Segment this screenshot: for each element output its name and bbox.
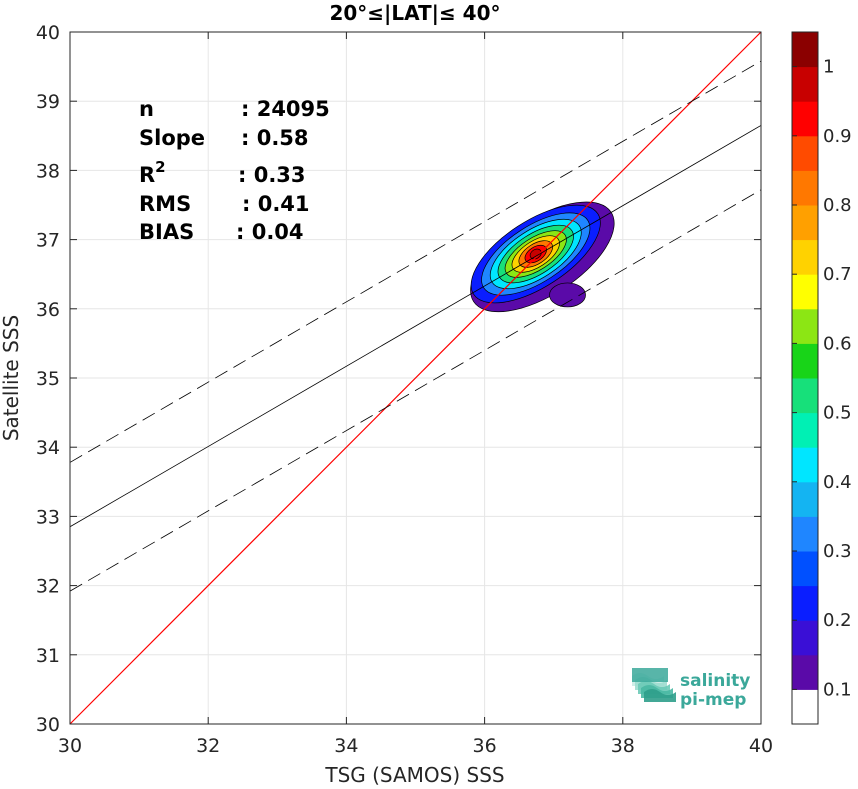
density-contour-level: [529, 248, 542, 260]
stat-value: : 0.04: [236, 220, 304, 244]
density-contour-tail: [549, 282, 586, 308]
fit-line: [69, 125, 762, 528]
y-tick-label: 40: [36, 22, 60, 44]
colorbar-segment: [792, 101, 818, 137]
x-tick-label: 40: [749, 735, 773, 757]
fit-band-upper: [69, 60, 762, 463]
colorbar-tick-label: 0.3: [823, 541, 852, 562]
y-tick-label: 35: [36, 368, 60, 390]
fit-band-lower: [69, 189, 762, 592]
identity-line: [69, 31, 762, 725]
stat-label: Slope: [139, 126, 205, 150]
y-tick-label: 34: [36, 437, 60, 459]
stat-label-superscript: 2: [155, 158, 165, 176]
x-tick-label: 38: [611, 735, 635, 757]
colorbar-tick-label: 0.1: [823, 679, 852, 700]
colorbar-segment: [792, 516, 818, 552]
colorbar: 0.1 0.2 0.3 0.4 0.5 0.6 0.7 0.8 0.9 1: [791, 31, 852, 725]
colorbar-tick-label: 0.4: [823, 472, 852, 493]
colorbar-segment: [792, 551, 818, 587]
logo-line-1: salinity: [680, 671, 750, 691]
y-tick-label: 38: [36, 160, 60, 182]
colorbar-segment: [792, 32, 818, 68]
y-tick-label: 32: [36, 576, 60, 598]
colorbar-segment: [792, 66, 818, 102]
y-tick-label: 36: [36, 299, 60, 321]
axes: [69, 31, 762, 725]
colorbar-segment: [792, 170, 818, 206]
stat-label: BIAS: [139, 220, 194, 244]
y-tick-label: 33: [36, 506, 60, 528]
logo-wave-icon: [644, 689, 676, 702]
y-tick-label: 37: [36, 230, 60, 252]
stat-label: RMS: [139, 192, 191, 216]
colorbar-segment: [792, 447, 818, 483]
colorbar-border: [791, 31, 819, 725]
x-tick-label: 32: [196, 735, 220, 757]
colorbar-segment: [792, 343, 818, 379]
colorbar-segment: [792, 689, 818, 725]
stat-value: : 24095: [241, 97, 330, 121]
y-axis-label: Satellite SSS: [0, 315, 23, 441]
colorbar-tick-label: 1: [823, 57, 834, 78]
colorbar-tick-label: 0.6: [823, 333, 852, 354]
colorbar-tick-label: 0.8: [823, 195, 852, 216]
logo-block-icon: [632, 668, 668, 682]
colorbar-segment: [792, 274, 818, 310]
colorbar-segment: [792, 135, 818, 171]
colorbar-segment: [792, 412, 818, 448]
colorbar-segment: [792, 585, 818, 621]
stat-value: : 0.58: [241, 126, 309, 150]
colorbar-segment: [792, 205, 818, 241]
stat-value: : 0.41: [242, 192, 310, 216]
grid-lines: [69, 31, 762, 725]
colorbar-segment: [792, 654, 818, 690]
x-tick-label: 30: [58, 735, 82, 757]
colorbar-segment: [792, 620, 818, 656]
tick-labels: 30 32 34 36 38 40 30 31 32 33 34 35 36 37 38 39 40: [36, 22, 773, 757]
colorbar-segment: [792, 308, 818, 344]
stat-value: : 0.33: [238, 163, 306, 187]
colorbar-segment: [792, 239, 818, 275]
x-axis-label: TSG (SAMOS) SSS: [324, 763, 504, 787]
x-tick-label: 34: [334, 735, 358, 757]
chart-title: 20°≤|LAT|≤ 40°: [329, 1, 500, 25]
colorbar-tick-label: 0.7: [823, 264, 852, 285]
colorbar-tick-label: 0.5: [823, 403, 852, 424]
stat-label: n: [139, 97, 154, 121]
regression-lines: [69, 31, 762, 725]
logo-line-2: pi-mep: [680, 690, 746, 710]
colorbar-tick-label: 0.9: [823, 126, 852, 147]
y-tick-label: 30: [36, 714, 60, 736]
colorbar-segment: [792, 378, 818, 414]
colorbar-tick-label: 0.2: [823, 610, 852, 631]
density-contours: [470, 201, 615, 313]
y-tick-label: 31: [36, 645, 60, 667]
x-tick-label: 36: [473, 735, 497, 757]
y-tick-label: 39: [36, 91, 60, 113]
colorbar-segment: [792, 481, 818, 517]
